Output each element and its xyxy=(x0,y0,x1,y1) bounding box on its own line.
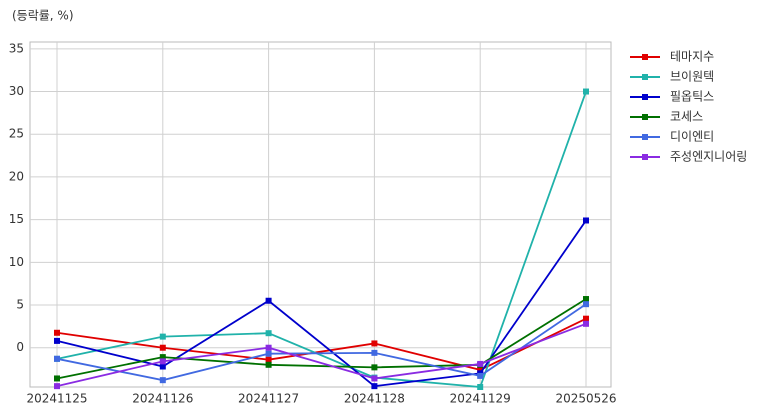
legend-marker xyxy=(642,94,648,100)
point xyxy=(159,333,166,340)
x-tick-label: 20241129 xyxy=(450,392,511,406)
point xyxy=(583,301,589,308)
legend-label: 디이엔티 xyxy=(670,130,714,144)
point xyxy=(477,366,484,373)
point xyxy=(159,358,166,365)
y-tick-label: 35 xyxy=(9,41,24,55)
point xyxy=(265,361,272,368)
point xyxy=(477,372,484,379)
point xyxy=(265,356,272,363)
point xyxy=(583,88,589,95)
point xyxy=(54,337,60,344)
point xyxy=(371,383,378,390)
x-tick-label: 20241126 xyxy=(132,392,193,406)
series-line xyxy=(56,219,587,388)
point xyxy=(583,296,589,303)
point xyxy=(477,384,484,390)
point xyxy=(265,297,272,304)
x-tick-label: 20250526 xyxy=(555,392,616,406)
legend-marker xyxy=(642,154,648,160)
point xyxy=(583,320,589,327)
legend-label: 주성엔지니어링 xyxy=(670,150,747,164)
point xyxy=(159,344,166,351)
y-tick-label: 0 xyxy=(16,340,24,354)
point xyxy=(371,349,378,356)
legend-marker xyxy=(642,114,648,120)
series-line xyxy=(56,322,587,388)
point xyxy=(371,340,378,347)
point xyxy=(583,315,589,322)
point xyxy=(54,329,60,336)
legend-label: 필옵틱스 xyxy=(670,90,714,104)
plot-frame xyxy=(29,41,612,388)
point xyxy=(583,217,589,224)
y-tick-label: 15 xyxy=(9,212,24,226)
point xyxy=(265,330,272,337)
y-tick-label: 30 xyxy=(9,84,24,98)
x-tick-label: 20241128 xyxy=(344,392,405,406)
legend-marker xyxy=(642,134,648,140)
point xyxy=(159,377,166,384)
series-line xyxy=(56,298,587,380)
point xyxy=(371,375,378,382)
legend-marker xyxy=(642,74,648,80)
series-line xyxy=(56,303,587,382)
point xyxy=(54,355,60,362)
series-line xyxy=(56,317,587,371)
legend-label: 코세스 xyxy=(670,110,703,124)
point xyxy=(159,354,166,361)
point xyxy=(265,344,272,351)
point xyxy=(159,363,166,370)
point xyxy=(54,383,60,390)
legend-marker xyxy=(642,54,648,60)
series-line xyxy=(56,91,587,388)
unit-label: (등락률, %) xyxy=(12,9,74,23)
point xyxy=(477,360,484,367)
point xyxy=(371,364,378,371)
legend-label: 브이원텍 xyxy=(670,70,714,84)
x-tick-label: 20241127 xyxy=(238,392,299,406)
y-tick-label: 5 xyxy=(16,298,24,312)
point xyxy=(54,375,60,382)
legend-label: 테마지수 xyxy=(670,50,714,64)
point xyxy=(265,350,272,357)
y-tick-label: 20 xyxy=(9,169,24,183)
x-tick-label: 20241125 xyxy=(26,392,87,406)
y-tick-label: 10 xyxy=(9,255,24,269)
y-tick-label: 25 xyxy=(9,127,24,141)
